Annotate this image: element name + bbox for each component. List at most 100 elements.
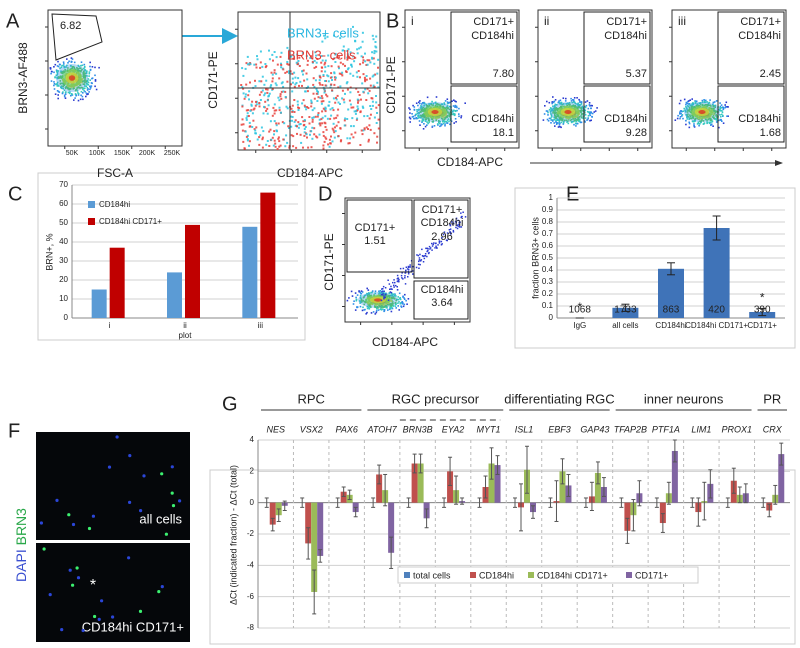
event-dot <box>77 99 80 102</box>
event-dot <box>322 107 325 110</box>
event-dot <box>291 77 294 80</box>
event-dot <box>63 63 65 65</box>
event-dot <box>384 287 387 289</box>
event-dot <box>709 104 712 107</box>
event-dot <box>548 108 551 111</box>
event-dot <box>428 251 430 254</box>
event-dot <box>302 146 304 149</box>
event-dot <box>356 48 359 51</box>
legend-swatch <box>88 201 95 208</box>
event-dot <box>84 85 86 87</box>
event-dot <box>443 103 446 106</box>
event-dot <box>570 100 573 102</box>
event-dot <box>586 118 589 121</box>
event-dot <box>94 66 96 69</box>
event-dot <box>430 103 433 106</box>
event-dot <box>447 238 450 240</box>
event-dot <box>687 113 689 115</box>
event-dot <box>284 145 287 148</box>
event-dot <box>436 117 438 120</box>
event-dot <box>273 69 276 72</box>
event-dot <box>587 117 589 119</box>
event-dot <box>397 298 400 301</box>
event-dot <box>449 123 451 126</box>
event-dot <box>356 52 359 55</box>
event-dot <box>322 74 325 76</box>
event-dot <box>84 75 86 78</box>
event-dot <box>421 118 424 120</box>
event-dot <box>391 306 393 309</box>
event-dot <box>697 122 699 125</box>
event-dot <box>594 110 597 112</box>
event-dot <box>400 274 403 277</box>
event-dot <box>577 102 579 105</box>
event-dot <box>451 110 454 113</box>
event-dot <box>691 114 693 117</box>
event-dot <box>88 71 91 73</box>
event-dot <box>387 279 389 281</box>
event-dot <box>324 66 327 69</box>
event-dot <box>374 305 376 307</box>
event-dot <box>392 305 394 307</box>
event-dot <box>412 115 415 118</box>
event-dot <box>368 294 370 296</box>
event-dot <box>719 119 722 121</box>
event-dot <box>703 101 706 104</box>
event-dot <box>579 119 581 121</box>
event-dot <box>63 83 66 86</box>
event-dot <box>564 100 567 102</box>
y-tick-label: -4 <box>247 560 255 569</box>
event-dot <box>446 105 449 107</box>
event-dot <box>593 111 596 113</box>
event-dot <box>432 118 435 120</box>
event-dot <box>448 108 451 111</box>
legend-label: CD184hi CD171+ <box>537 570 608 580</box>
event-dot <box>84 69 86 72</box>
event-dot <box>426 121 428 123</box>
event-dot <box>328 138 331 141</box>
event-dot <box>80 64 82 67</box>
event-dot <box>714 111 717 114</box>
event-dot <box>692 120 694 123</box>
event-dot <box>422 128 425 130</box>
event-dot <box>303 131 306 134</box>
x-tick-label: GAP43 <box>580 424 609 434</box>
event-dot <box>265 88 267 91</box>
bar <box>91 289 107 318</box>
event-dot <box>391 297 394 300</box>
event-dot <box>80 61 83 63</box>
event-dot <box>679 111 681 113</box>
event-dot <box>701 99 704 102</box>
event-dot <box>340 73 343 75</box>
event-dot <box>374 290 377 292</box>
bar <box>109 247 125 318</box>
event-dot <box>432 121 434 123</box>
event-dot <box>85 72 88 74</box>
event-dot <box>271 136 274 139</box>
event-dot <box>391 288 393 290</box>
bar <box>242 226 258 318</box>
event-dot <box>339 37 342 40</box>
event-dot <box>559 122 561 125</box>
event-dot <box>426 255 428 258</box>
event-dot <box>278 106 281 109</box>
event-dot <box>242 92 245 95</box>
event-dot <box>350 125 353 128</box>
event-dot <box>342 45 345 48</box>
x-tick-label: 50K <box>66 150 79 157</box>
x-axis-label: FSC-A <box>97 166 133 180</box>
event-dot <box>296 53 299 56</box>
event-dot <box>259 66 262 69</box>
event-dot <box>688 118 691 120</box>
event-dot <box>448 115 451 118</box>
event-dot <box>315 135 318 138</box>
event-dot <box>359 302 361 304</box>
event-dot <box>65 66 67 68</box>
event-dot <box>319 83 322 86</box>
event-dot <box>379 290 382 292</box>
event-dot <box>426 250 428 253</box>
event-dot <box>303 79 306 82</box>
event-dot <box>697 121 700 124</box>
event-dot <box>88 72 91 75</box>
event-dot <box>553 122 555 124</box>
